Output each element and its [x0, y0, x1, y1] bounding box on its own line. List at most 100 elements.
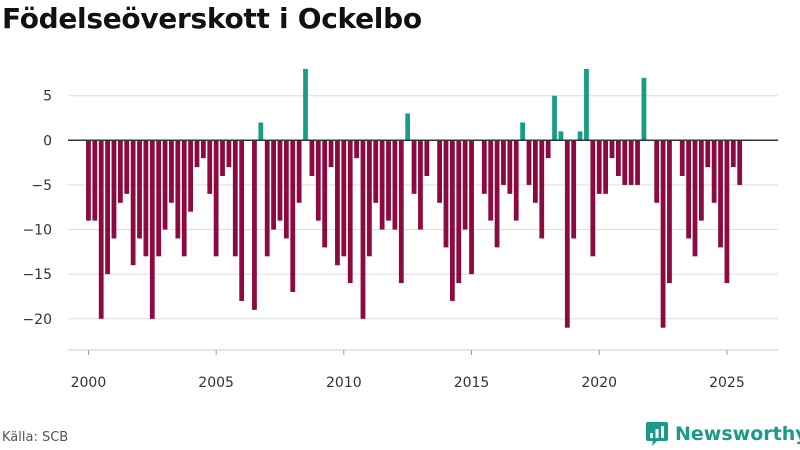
bar-negative — [424, 140, 430, 176]
newsworthy-icon — [646, 422, 668, 446]
bar-negative — [609, 140, 615, 159]
bar-negative — [545, 140, 551, 159]
bar-negative — [711, 140, 717, 203]
bar-negative — [207, 140, 213, 194]
bar-negative — [698, 140, 704, 221]
bar-negative — [379, 140, 385, 230]
bar-negative — [667, 140, 672, 284]
brand-name: Newsworthy — [675, 423, 800, 445]
bar-negative — [137, 140, 142, 239]
bar-negative — [341, 140, 347, 257]
bar-negative — [181, 140, 187, 257]
x-tick-label: 2005 — [198, 375, 234, 391]
bar-negative — [456, 140, 462, 284]
bar-negative — [494, 140, 500, 248]
bar-negative — [366, 140, 372, 257]
bar-negative — [328, 140, 334, 168]
y-tick-label: 0 — [43, 133, 52, 149]
bar-negative — [194, 140, 200, 168]
bar-negative — [271, 140, 276, 230]
bar-negative — [226, 140, 232, 168]
bar-negative — [117, 140, 123, 203]
bar-positive — [258, 122, 264, 141]
bar-negative — [692, 140, 698, 257]
bar-negative — [200, 140, 206, 159]
bar-negative — [111, 140, 117, 239]
bar-negative — [290, 140, 296, 292]
bar-positive — [303, 68, 308, 141]
y-tick-label: 5 — [43, 89, 52, 105]
bar-negative — [335, 140, 340, 266]
bar-negative — [564, 140, 570, 328]
y-tick-label: −10 — [22, 223, 52, 239]
y-tick-label: −5 — [31, 178, 52, 194]
bar-negative — [654, 140, 660, 203]
bar-negative — [92, 140, 98, 221]
bar-negative — [220, 140, 225, 176]
bar-negative — [392, 140, 398, 230]
source-label: Källa: SCB — [2, 430, 69, 445]
bar-negative — [628, 140, 634, 185]
bar-negative — [635, 140, 640, 185]
bar-negative — [507, 140, 513, 194]
bar-negative — [213, 140, 219, 257]
bar-negative — [143, 140, 149, 257]
x-tick-label: 2020 — [581, 375, 617, 391]
bar-negative — [462, 140, 468, 230]
bar-negative — [590, 140, 596, 257]
bar-positive — [552, 95, 557, 141]
bar-negative — [354, 140, 359, 159]
chart-title: Födelseöverskott i Ockelbo — [2, 2, 422, 35]
bar-negative — [252, 140, 257, 310]
bar-negative — [737, 140, 743, 185]
bar-negative — [277, 140, 283, 221]
bar-positive — [641, 77, 647, 141]
bar-negative — [596, 140, 602, 194]
bar-negative — [398, 140, 404, 284]
bar-negative — [169, 140, 174, 203]
y-tick-label: −20 — [22, 312, 52, 328]
bar-negative — [437, 140, 442, 203]
bar-negative — [386, 140, 391, 221]
bar-negative — [418, 140, 423, 230]
bar-negative — [232, 140, 238, 257]
bar-negative — [481, 140, 487, 194]
bar-negative — [718, 140, 723, 248]
bar-negative — [539, 140, 545, 239]
bar-negative — [322, 140, 328, 248]
bar-negative — [105, 140, 110, 275]
x-tick-label: 2010 — [326, 375, 362, 391]
bar-negative — [526, 140, 532, 185]
bar-negative — [705, 140, 711, 168]
bar-negative — [449, 140, 455, 301]
bar-negative — [532, 140, 538, 203]
bar-positive — [584, 68, 589, 141]
bar-negative — [501, 140, 506, 185]
bar-positive — [577, 131, 583, 141]
bar-negative — [239, 140, 245, 301]
bar-positive — [558, 131, 564, 141]
bar-negative — [443, 140, 449, 248]
bar-positive — [520, 122, 525, 141]
x-tick-label: 2025 — [709, 375, 745, 391]
bar-negative — [730, 140, 736, 168]
bar-negative — [130, 140, 136, 266]
bar-negative — [156, 140, 162, 257]
y-tick-label: −15 — [22, 267, 52, 283]
bar-negative — [124, 140, 130, 194]
bar-negative — [622, 140, 628, 185]
bar-negative — [488, 140, 494, 221]
bar-negative — [188, 140, 193, 212]
bar-negative — [264, 140, 270, 257]
bar-negative — [660, 140, 666, 328]
bar-negative — [162, 140, 168, 230]
bar-negative — [283, 140, 289, 239]
bar-negative — [315, 140, 321, 221]
x-tick-label: 2000 — [71, 375, 107, 391]
bar-negative — [411, 140, 417, 194]
bar-negative — [571, 140, 577, 239]
bar-negative — [679, 140, 685, 176]
bar-negative — [86, 140, 91, 221]
bar-negative — [724, 140, 730, 284]
newsworthy-logo: Newsworthy — [645, 421, 800, 447]
